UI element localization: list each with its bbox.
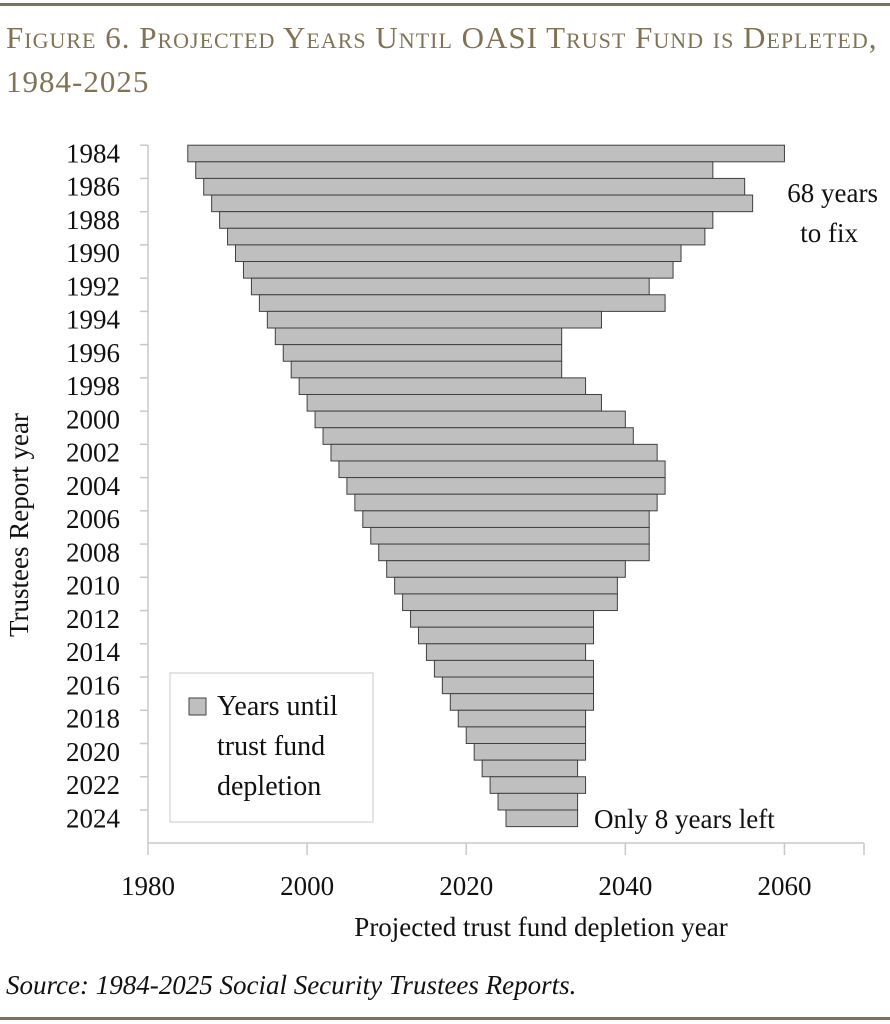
legend-label-line-3: depletion [217,771,321,802]
tick-labels: 1980 2000 2020 2040 2060 19841986198819901992… [66,139,811,902]
bar-2023 [497,792,579,811]
bar-2000 [314,410,626,429]
y-tick-label: 2024 [66,803,121,833]
bar-2012 [410,610,595,628]
bar-2014 [425,643,587,661]
y-tick-label: 1988 [66,205,120,235]
bar-2011 [402,593,618,612]
bar-2019 [465,726,587,745]
bars [187,144,785,828]
bar-1993 [258,294,666,312]
annotation-68-years: 68 years [787,178,878,208]
y-tick-label: 2014 [66,637,121,667]
bar-1997 [290,360,563,379]
x-tick-label: 2000 [280,871,334,901]
bottom-rule [0,1017,890,1020]
bar-2008 [378,543,650,562]
bar-1984 [187,144,785,163]
y-tick-label: 1996 [66,338,120,368]
y-tick-label: 2004 [66,471,121,501]
bar-2024 [505,809,579,828]
bar-2020 [473,743,587,761]
figure-title: Figure 6. Projected Years Until OASI Tru… [6,20,878,99]
bar-1990 [235,244,682,263]
bar-2018 [457,709,587,728]
y-tick-label: 2022 [66,770,120,800]
bar-1991 [242,261,674,279]
y-tick-label: 2016 [66,670,120,700]
bar-2010 [394,576,618,595]
y-tick-label: 2020 [66,737,120,767]
y-tick-label: 2018 [66,704,120,734]
legend: Years until trust fund depletion [169,672,374,823]
legend-label-line-2: trust fund [217,731,325,762]
annotation-only-8-years: Only 8 years left [594,804,775,834]
y-tick-label: 1990 [66,238,120,268]
bar-2005 [354,493,658,512]
bar-1992 [250,277,650,296]
bar-1985 [195,161,714,179]
bar-1994 [266,310,602,329]
bar-2013 [417,626,595,645]
bar-2021 [481,759,579,778]
axes [140,144,865,855]
y-tick-label: 1994 [66,305,121,335]
bar-1987 [211,194,754,213]
y-tick-label: 1998 [66,371,120,401]
bar-2003 [338,460,666,479]
source-note: Source: 1984-2025 Social Security Truste… [6,970,577,1000]
bar-1996 [282,344,563,362]
bar-1995 [274,327,563,346]
legend-swatch [188,697,207,716]
bar-1998 [298,377,587,395]
bar-2017 [449,693,595,711]
x-axis-title: Projected trust fund depletion year [354,912,727,942]
x-tick-label: 1980 [121,871,175,901]
x-tick-label: 2060 [757,871,811,901]
bar-2022 [489,776,587,794]
y-tick-label: 1986 [66,172,120,202]
y-tick-label: 2008 [66,537,120,567]
top-rule [0,3,890,6]
bar-1988 [219,211,714,229]
annotation-to-fix: to fix [800,218,858,248]
y-tick-label: 1992 [66,271,120,301]
bar-2001 [322,427,634,445]
x-tick-label: 2040 [598,871,652,901]
bar-2016 [441,676,595,695]
y-tick-label: 1984 [66,139,121,169]
y-axis-title: Trustees Report year [4,413,34,637]
y-tick-label: 2010 [66,571,120,601]
bar-1989 [227,227,706,246]
y-tick-label: 2006 [66,504,120,534]
bar-2004 [346,477,666,495]
y-tick-label: 2012 [66,604,120,634]
bar-2002 [330,443,658,462]
y-tick-label: 2000 [66,404,120,434]
bar-2009 [386,560,626,578]
bar-2015 [433,659,595,678]
bar-2006 [362,510,650,528]
y-tick-label: 2002 [66,438,120,468]
legend-label-line-1: Years until [217,691,338,722]
bar-2007 [370,526,650,545]
x-tick-label: 2020 [439,871,493,901]
bar-1986 [203,177,746,196]
bar-1999 [306,393,602,412]
